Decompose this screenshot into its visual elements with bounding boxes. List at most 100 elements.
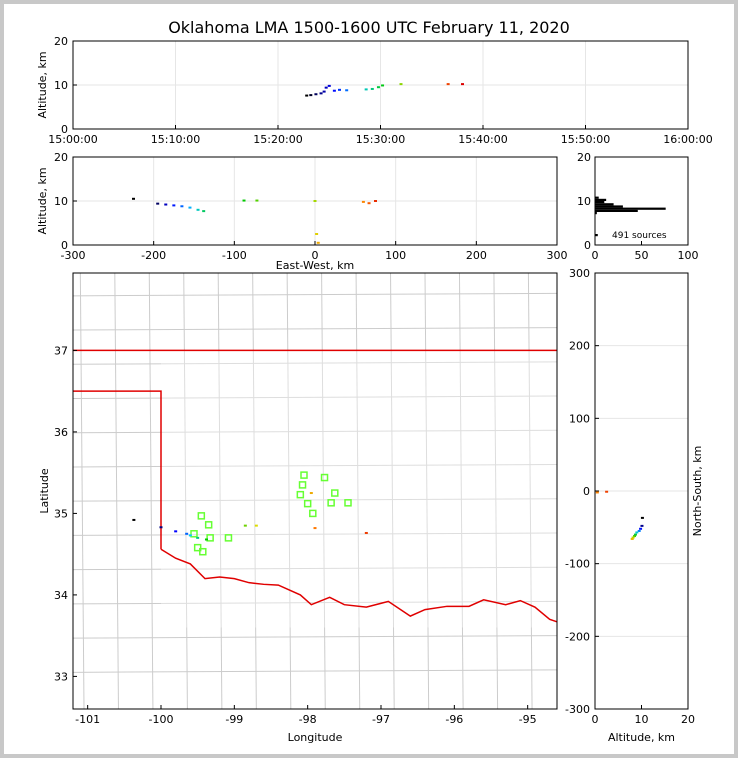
plan-x-tick-label: -101 — [75, 713, 100, 726]
plan-y-tick-label: 37 — [54, 344, 68, 357]
hist-bar — [595, 212, 597, 215]
ew-source-point — [374, 200, 377, 202]
plan-x-axis-label: Longitude — [288, 731, 343, 744]
time-height-source-point — [345, 89, 349, 92]
east-west-height-panel: -300 -200 -100 0 100 200 300 0 10 20 Altitude, km E… — [36, 151, 568, 272]
ew-source-point — [361, 200, 365, 203]
time-height-source-point — [446, 83, 450, 86]
time-x-tick-label: 16:00:00 — [663, 133, 712, 146]
ns-source-point — [637, 529, 641, 532]
time-y-axis-label: Altitude, km — [36, 51, 49, 118]
plan-source-point — [132, 518, 136, 521]
county-line — [286, 272, 292, 710]
plan-source-point — [309, 492, 313, 495]
ns-y-tick-label: 200 — [569, 340, 590, 353]
county-line — [72, 395, 558, 400]
ns-source-point — [635, 531, 639, 534]
plan-y-tick-label: 35 — [54, 507, 68, 520]
ew-source-point — [242, 199, 246, 202]
time-height-source-point — [364, 88, 368, 91]
ew-source-point — [316, 241, 320, 244]
time-height-source-point — [370, 87, 374, 90]
ew-source-point — [313, 200, 317, 202]
county-line — [72, 361, 558, 365]
hist-bar — [595, 201, 605, 204]
lma-station-marker — [296, 490, 305, 499]
ns-source-point — [630, 537, 634, 540]
ns-y-tick-label: -100 — [565, 558, 590, 571]
ew-y-tick-label: 20 — [54, 151, 68, 164]
ns-y-axis-label: North-South, km — [691, 446, 704, 537]
time-x-tick-label: 15:20:00 — [253, 133, 302, 146]
ew-height-frame — [72, 156, 558, 246]
time-height-source-point — [327, 84, 331, 87]
altitude-histogram-panel: 0 50 100 0 10 20 491 sources — [577, 151, 699, 262]
ew-source-point — [255, 199, 259, 202]
county-line — [79, 272, 85, 710]
ew-source-point — [202, 210, 206, 213]
county-line — [72, 464, 558, 468]
oklahoma-fill — [161, 350, 557, 628]
time-x-tick-label: 15:40:00 — [458, 133, 507, 146]
ns-source-point — [633, 533, 637, 536]
hist-bar — [595, 207, 666, 210]
ew-source-point — [180, 205, 184, 208]
ns-source-point — [639, 527, 643, 530]
lma-station-marker — [298, 481, 307, 489]
time-y-tick-label: 10 — [54, 79, 68, 92]
time-x-tick-label: 15:00:00 — [48, 133, 97, 146]
ew-source-point — [188, 206, 192, 209]
time-height-source-point — [376, 86, 380, 89]
time-height-source-point — [314, 93, 318, 96]
time-height-source-point — [381, 84, 385, 87]
plan-source-point — [159, 526, 163, 529]
ns-source-point — [640, 524, 644, 527]
hist-bar — [595, 205, 623, 208]
lma-station-marker — [309, 509, 317, 518]
ew-x-tick-label: 200 — [466, 249, 487, 262]
state-boundary-red-river — [160, 548, 558, 623]
ew-x-tick-label: 300 — [547, 249, 568, 262]
ns-x-tick-label: 20 — [681, 713, 695, 726]
county-line — [148, 272, 154, 710]
plan-source-point — [185, 532, 189, 535]
hist-bar — [595, 196, 599, 199]
county-line — [72, 327, 558, 331]
county-line — [72, 429, 558, 434]
hist-y-tick-label: 20 — [577, 151, 591, 164]
plan-x-tick-label: -99 — [225, 713, 243, 726]
hist-x-tick-label: 0 — [592, 249, 599, 262]
figure-frame: Oklahoma LMA 1500-1600 UTC February 11, … — [4, 4, 734, 754]
plan-y-tick-label: 34 — [54, 589, 68, 602]
lma-station-marker — [199, 547, 207, 556]
plan-view-map-panel: -101 -100 -99 -98 -97 -96 -95 33 34 35 36 37 Longitu… — [38, 272, 558, 744]
plan-x-tick-label: -97 — [372, 713, 390, 726]
lma-station-marker — [320, 473, 329, 482]
source-count-label: 491 sources — [612, 231, 667, 241]
ns-source-point — [633, 535, 637, 538]
time-height-source-point — [305, 94, 309, 97]
plan-source-point — [204, 538, 208, 541]
ns-source-point — [631, 536, 635, 539]
state-boundary-west — [73, 390, 162, 550]
hist-y-tick-label: 0 — [584, 239, 591, 252]
lma-station-marker — [300, 471, 308, 479]
hist-x-tick-label: 100 — [678, 249, 699, 262]
ew-source-point — [172, 204, 176, 207]
hist-bar — [595, 209, 638, 212]
figure-title: Oklahoma LMA 1500-1600 UTC February 11, … — [168, 18, 570, 37]
hist-y-tick-label: 10 — [577, 195, 591, 208]
time-x-tick-label: 15:50:00 — [561, 133, 610, 146]
time-height-source-point — [322, 90, 326, 93]
plan-source-point — [243, 524, 247, 527]
plan-y-tick-label: 33 — [54, 670, 68, 683]
county-line — [72, 498, 558, 502]
plan-source-point — [364, 531, 368, 534]
lma-figure: Oklahoma LMA 1500-1600 UTC February 11, … — [36, 18, 713, 744]
county-line — [183, 272, 188, 710]
plan-y-axis-label: Latitude — [38, 468, 51, 514]
hist-bar — [595, 198, 607, 201]
lma-station-marker — [197, 512, 206, 520]
plan-source-point — [196, 536, 200, 539]
lma-station-marker — [204, 521, 213, 529]
